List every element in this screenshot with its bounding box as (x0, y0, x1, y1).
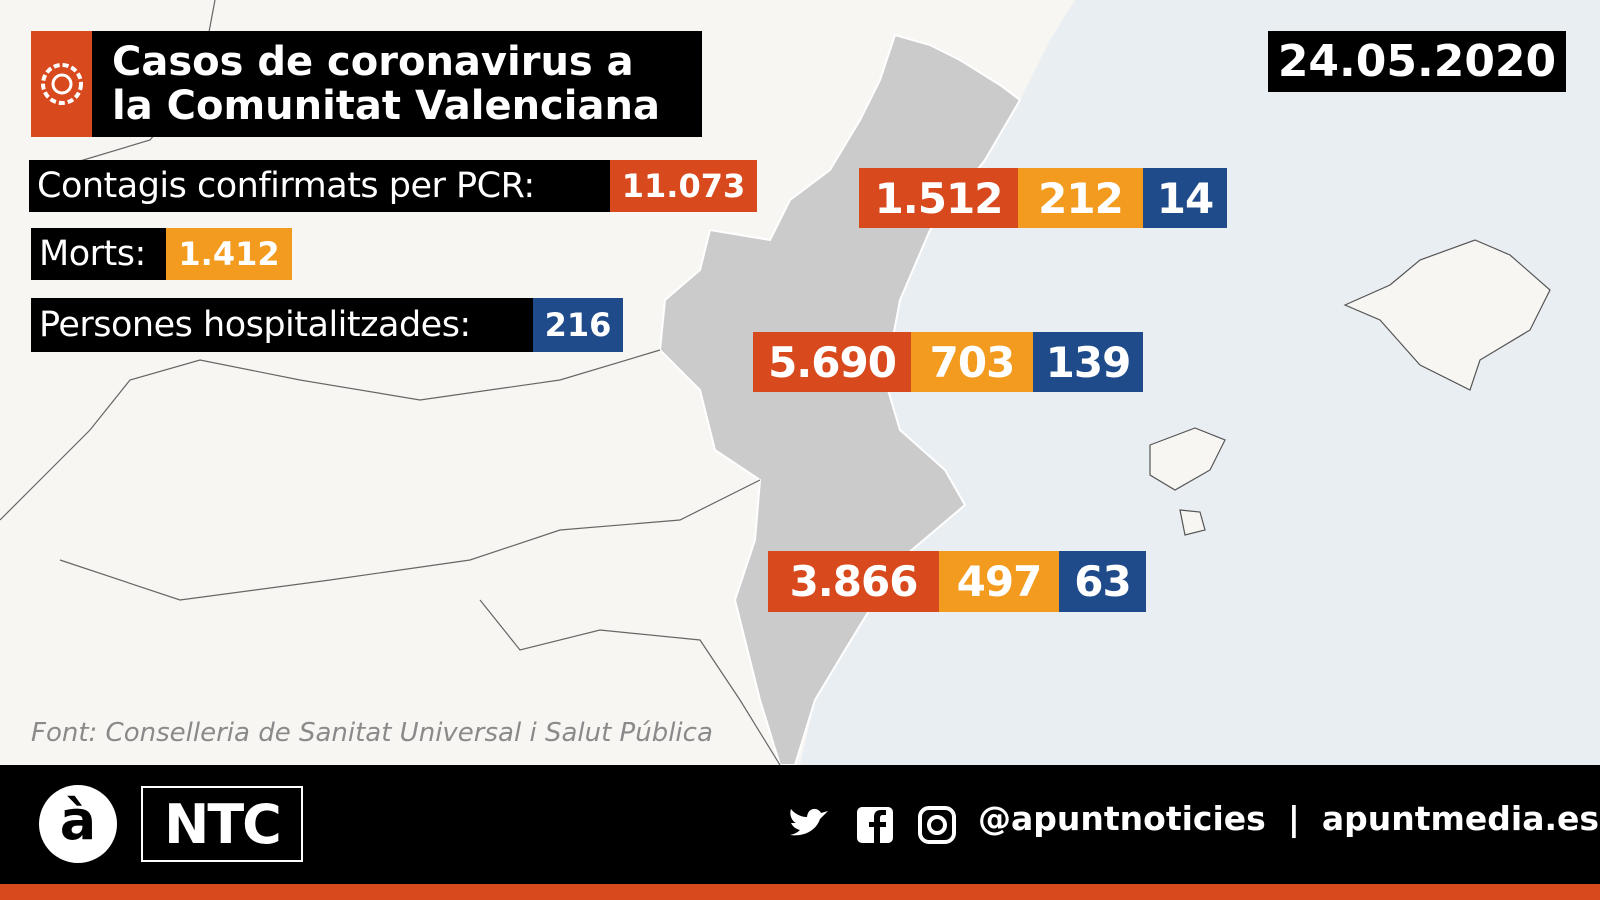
footer-band (0, 884, 1600, 900)
hospitalized: 63 (1059, 551, 1146, 612)
logo[interactable]: à (39, 785, 117, 863)
brand[interactable]: NTC (141, 786, 303, 862)
source: Font: Conselleria de Sanitat Universal i… (31, 718, 713, 748)
cases: 1.512 (859, 168, 1018, 228)
deaths: 703 (911, 332, 1033, 392)
island (1149, 427, 1226, 491)
footer: à NTC @apuntnoticies | apuntmedia.es (0, 765, 1600, 884)
total-value: 11.073 (610, 160, 757, 212)
island (1343, 239, 1551, 391)
title-box: Casos de coronavirus a la Comunitat Vale… (31, 31, 702, 137)
total-label: Morts: (31, 228, 166, 280)
instagram-icon[interactable] (918, 806, 956, 844)
title-line: Casos de coronavirus a (112, 39, 634, 85)
border (0, 0, 781, 765)
deaths: 497 (939, 551, 1059, 612)
hospitalized: 139 (1033, 332, 1143, 392)
island (1179, 509, 1206, 536)
social-icons (790, 806, 956, 844)
deaths: 212 (1018, 168, 1143, 228)
title-line: la Comunitat Valenciana (112, 83, 660, 129)
icon (40, 63, 83, 105)
total-label: Contagis confirmats per PCR: (29, 160, 610, 212)
site[interactable]: apuntmedia.es (1321, 799, 1600, 838)
virus-icon (31, 31, 92, 137)
twitter-icon[interactable] (790, 808, 828, 836)
handle[interactable]: @apuntnoticies (978, 799, 1266, 838)
cases: 5.690 (753, 332, 911, 392)
separator: | (1287, 799, 1300, 838)
cases: 3.866 (768, 551, 939, 612)
date: 24.05.2020 (1268, 31, 1566, 92)
total-value: 216 (533, 298, 623, 352)
total-label: Persones hospitalitzades: (31, 298, 533, 352)
hospitalized: 14 (1143, 168, 1227, 228)
total-value: 1.412 (166, 228, 292, 280)
links: @apuntnoticies | apuntmedia.es (978, 799, 1599, 838)
